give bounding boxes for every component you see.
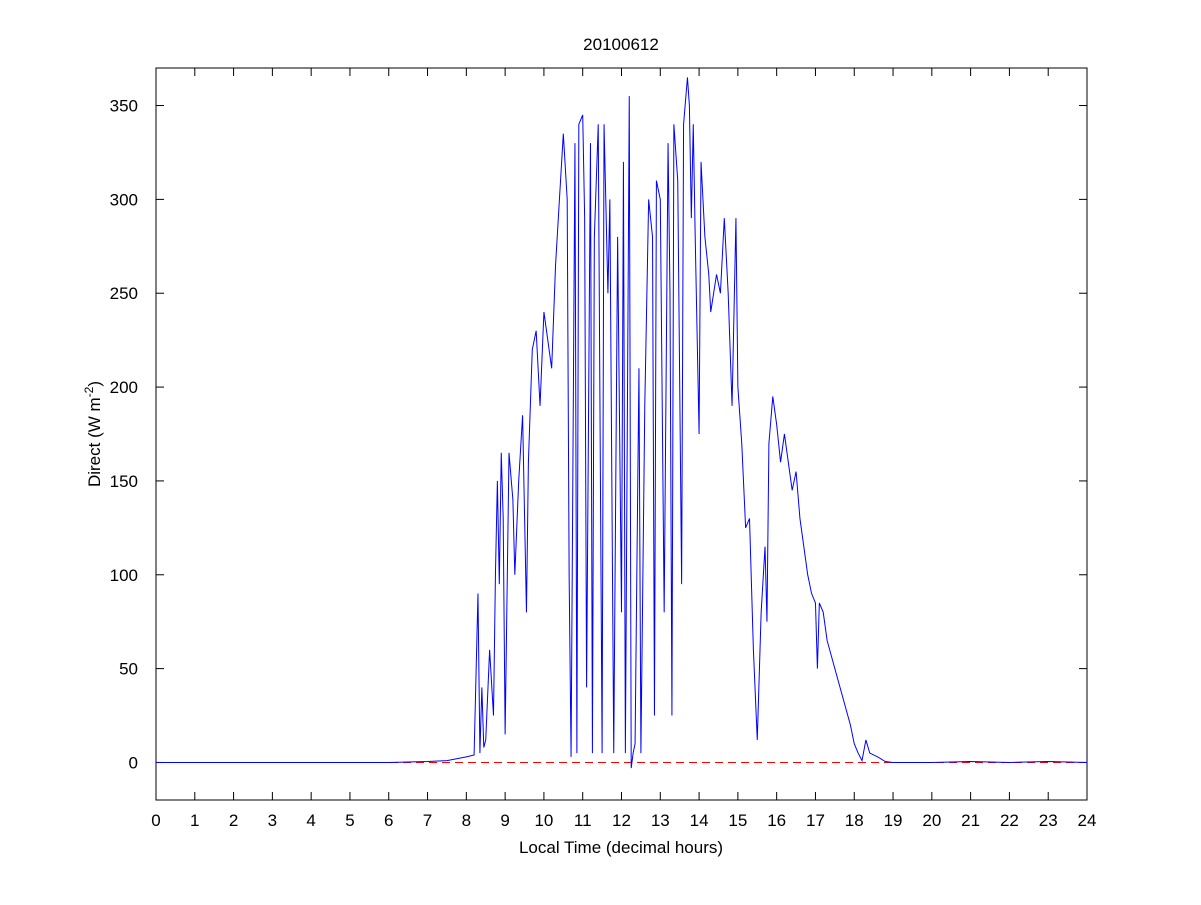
x-tick-label: 22 bbox=[1000, 811, 1019, 830]
x-tick-label: 14 bbox=[690, 811, 709, 830]
x-axis-label: Local Time (decimal hours) bbox=[519, 838, 723, 857]
y-tick-label: 200 bbox=[110, 378, 138, 397]
x-tick-label: 16 bbox=[767, 811, 786, 830]
y-label-text: Direct (W m bbox=[85, 397, 104, 487]
x-tick-label: 8 bbox=[462, 811, 471, 830]
data-line bbox=[156, 77, 1088, 769]
x-tick-label: 18 bbox=[845, 811, 864, 830]
x-tick-label: 15 bbox=[728, 811, 747, 830]
x-tick-label: 6 bbox=[384, 811, 393, 830]
x-tick-label: 9 bbox=[500, 811, 509, 830]
x-tick-label: 11 bbox=[574, 811, 592, 830]
x-tick-label: 24 bbox=[1078, 811, 1097, 830]
x-tick-label: 2 bbox=[229, 811, 238, 830]
x-tick-label: 19 bbox=[884, 811, 903, 830]
x-tick-label: 21 bbox=[961, 811, 980, 830]
x-tick-label: 23 bbox=[1039, 811, 1058, 830]
y-label-end: ) bbox=[85, 381, 104, 387]
x-tick-label: 17 bbox=[806, 811, 825, 830]
y-tick-label: 350 bbox=[110, 97, 138, 116]
y-tick-label: 300 bbox=[110, 190, 138, 209]
x-tick-label: 5 bbox=[345, 811, 354, 830]
y-tick-label: 50 bbox=[119, 660, 138, 679]
x-tick-label: 12 bbox=[612, 811, 631, 830]
x-tick-label: 13 bbox=[651, 811, 670, 830]
y-tick-label: 150 bbox=[110, 472, 138, 491]
y-tick-label: 250 bbox=[110, 284, 138, 303]
x-tick-label: 1 bbox=[190, 811, 199, 830]
x-tick-label: 4 bbox=[306, 811, 315, 830]
y-tick-label: 0 bbox=[129, 753, 138, 772]
plot-area bbox=[155, 67, 1088, 801]
x-tick-label: 0 bbox=[151, 811, 160, 830]
x-tick-label: 3 bbox=[268, 811, 277, 830]
y-tick-label: 100 bbox=[110, 566, 138, 585]
x-tick-label: 10 bbox=[534, 811, 553, 830]
chart-title: 20100612 bbox=[583, 35, 659, 54]
x-tick-label: 20 bbox=[922, 811, 941, 830]
y-label-sup: -2 bbox=[82, 386, 96, 397]
x-tick-label: 7 bbox=[423, 811, 432, 830]
y-axis-label: Direct (W m-2) bbox=[82, 381, 104, 487]
